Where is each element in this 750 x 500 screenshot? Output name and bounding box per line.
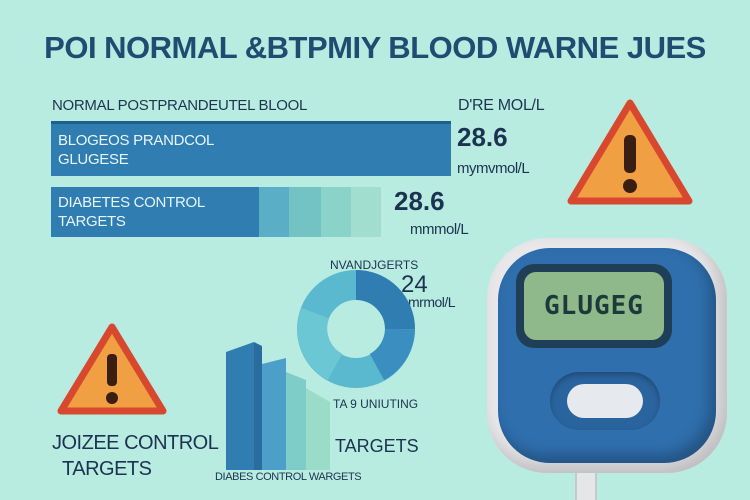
diabetes-control-targets-label: DIABETES CONTROL TARGETS bbox=[58, 194, 205, 230]
unit-heading: D'RE MOL/L bbox=[458, 97, 545, 114]
diabetes-control-value: 28.6 bbox=[394, 186, 445, 216]
postprandial-glucose-value: 28.6 bbox=[457, 122, 508, 152]
bottom-caption: DIABES CONTROL WARGETS bbox=[215, 471, 362, 483]
meter-display: GLUGEG bbox=[524, 272, 664, 340]
warning-icon bbox=[567, 99, 693, 205]
donut-value: 24 bbox=[401, 271, 428, 298]
bottom-left-label: JOIZEE CONTROL TARGETS bbox=[52, 432, 219, 480]
diabetes-control-unit: mmmol/L bbox=[410, 221, 469, 238]
donut-caption: TA 9 UNIUTING bbox=[333, 397, 419, 411]
donut-label: NVANDJGERTS bbox=[330, 258, 419, 272]
donut-chart bbox=[297, 270, 415, 388]
targets-label: TARGETS bbox=[335, 436, 419, 456]
postprandial-glucose-unit: mymvmol/L bbox=[457, 160, 530, 177]
meter-cable bbox=[575, 466, 597, 500]
stepped-bar-graphic bbox=[226, 342, 330, 470]
meter-button-center bbox=[567, 384, 643, 418]
postprandial-glucose-label: BLOGEOS PRANDCOL GLUGESE bbox=[58, 132, 215, 168]
page-title: POI NORMAL &BTPMIY BLOOD WARNE JUES bbox=[44, 30, 706, 65]
diabetes-control-targets-bar bbox=[51, 187, 381, 237]
normal-postprandial-heading: NORMAL POSTPRANDEUTEL BLOOL bbox=[52, 97, 308, 114]
warning-icon bbox=[57, 323, 167, 415]
postprandial-glucose-bar bbox=[51, 121, 451, 176]
donut-unit: mrmol/L bbox=[408, 294, 456, 310]
